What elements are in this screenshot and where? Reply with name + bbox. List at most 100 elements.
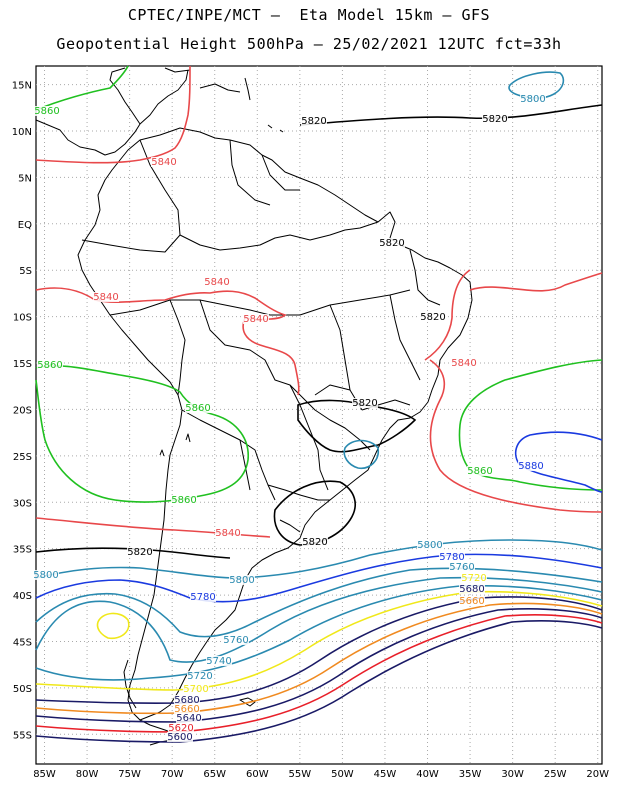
contour-label-bg [183,684,209,694]
contour-label: 5800 [229,575,254,586]
contour-label: 5780 [439,552,464,563]
contour-label-bg [417,540,443,550]
contour-label-bg [420,312,446,322]
contour-label-bg [185,403,211,413]
contour-label-bg [151,157,177,167]
lat-tick-label: 15S [13,359,32,370]
contour-label-bg [467,466,493,476]
contour-label: 5860 [37,360,62,371]
grid-lines [36,66,602,764]
contour-label-bg [215,528,241,538]
contour-label: 5720 [187,671,212,682]
contour-label-bg [187,671,213,681]
lon-tick-label: 75W [118,769,141,780]
contour-5840-north [35,65,191,164]
contour-label: 5760 [449,562,474,573]
contour-label-bg [461,573,487,583]
contour-label: 5820 [379,238,404,249]
lat-tick-label: 15N [12,81,32,92]
lat-tick-label: 55S [13,730,32,741]
contour-label: 5620 [168,723,193,734]
contour-label-bg [459,584,485,594]
lat-tick-label: 35S [13,545,32,556]
lon-tick-label: 20W [586,769,609,780]
contour-label-bg [167,732,193,742]
contour-label: 5860 [171,495,196,506]
contour-5800-small [343,439,380,470]
contour-label-bg [171,495,197,505]
lat-tick-label: 5N [18,173,32,184]
contour-label-bg [33,570,59,580]
contour-5800-north [508,71,565,99]
contour-label-bg [518,461,544,471]
contour-label: 5820 [127,547,152,558]
lat-tick-label: 40S [13,591,32,602]
contour-5860-east [458,359,603,491]
contour-label: 5820 [420,312,445,323]
contour-label: 5880 [518,461,543,472]
contour-label: 5840 [243,314,268,325]
contour-5840-east [424,269,603,513]
contour-label-bg [34,106,60,116]
contour-5640 [35,608,603,723]
contour-label-bg [302,537,328,547]
contour-5820-north [299,104,603,126]
contour-label-bg [223,635,249,645]
contour-label: 5820 [482,114,507,125]
lat-tick-label: 5S [19,266,32,277]
contour-label: 5840 [204,277,229,288]
map-frame [35,65,603,765]
contour-label-bg [482,114,508,124]
contour-label-bg [206,656,232,666]
contour-label-bg [379,238,405,248]
contour-5840-atlantic [469,272,603,292]
contour-label-bg [204,277,230,287]
contour-label: 5740 [206,656,231,667]
contour-label-bg [459,596,485,606]
contour-label-bg [168,723,194,733]
contour-5720 [35,584,603,681]
contour-5660 [35,602,603,715]
contour-label-bg [176,713,202,723]
contour-label: 5780 [190,592,215,603]
contour-5860-north [35,65,129,111]
contour-label: 5800 [520,94,545,105]
contour-label: 5840 [151,157,176,168]
contour-5860-west [35,365,249,503]
contour-5800-south [35,539,603,579]
contour-label: 5820 [302,537,327,548]
contour-label: 5840 [451,358,476,369]
lon-tick-label: 25W [544,769,567,780]
lon-tick-label: 85W [33,769,56,780]
contour-label: 5840 [93,292,118,303]
contour-label-bg [301,116,327,126]
contour-label-bg [451,358,477,368]
lat-tick-label: 20S [13,405,32,416]
map-title-line2: Geopotential Height 500hPa – 25/02/2021 … [56,35,562,53]
contour-label-bg [93,292,119,302]
lon-tick-label: 65W [203,769,226,780]
contour-label: 5760 [223,635,248,646]
contour-label: 5600 [167,732,192,743]
lon-tick-label: 30W [501,769,524,780]
contour-5820-uruguay [273,480,356,546]
axis-ticks: 85W 80W 75W 70W 65W 60W 55W 50W 45W 40W 35W 30W 25W 2… [12,81,609,780]
contour-labels: 5800 5820 5820 5860 5840 5820 5840 5840 5840 5820… [33,94,546,743]
contour-label-bg [229,575,255,585]
contour-label-bg [520,94,546,104]
contour-label: 5640 [176,713,201,724]
contour-label: 5860 [185,403,210,414]
contour-label-bg [449,562,475,572]
contour-5700 [35,590,603,691]
contour-label-bg [243,314,269,324]
contour-label: 5700 [183,684,208,695]
contour-label-bg [439,552,465,562]
lat-tick-label: 45S [13,637,32,648]
contour-5840-center [35,287,300,396]
lat-tick-label: EQ [18,220,32,231]
lon-tick-label: 40W [416,769,439,780]
lat-tick-label: 10S [13,313,32,324]
contour-label: 5800 [33,570,58,581]
lon-tick-label: 70W [161,769,184,780]
